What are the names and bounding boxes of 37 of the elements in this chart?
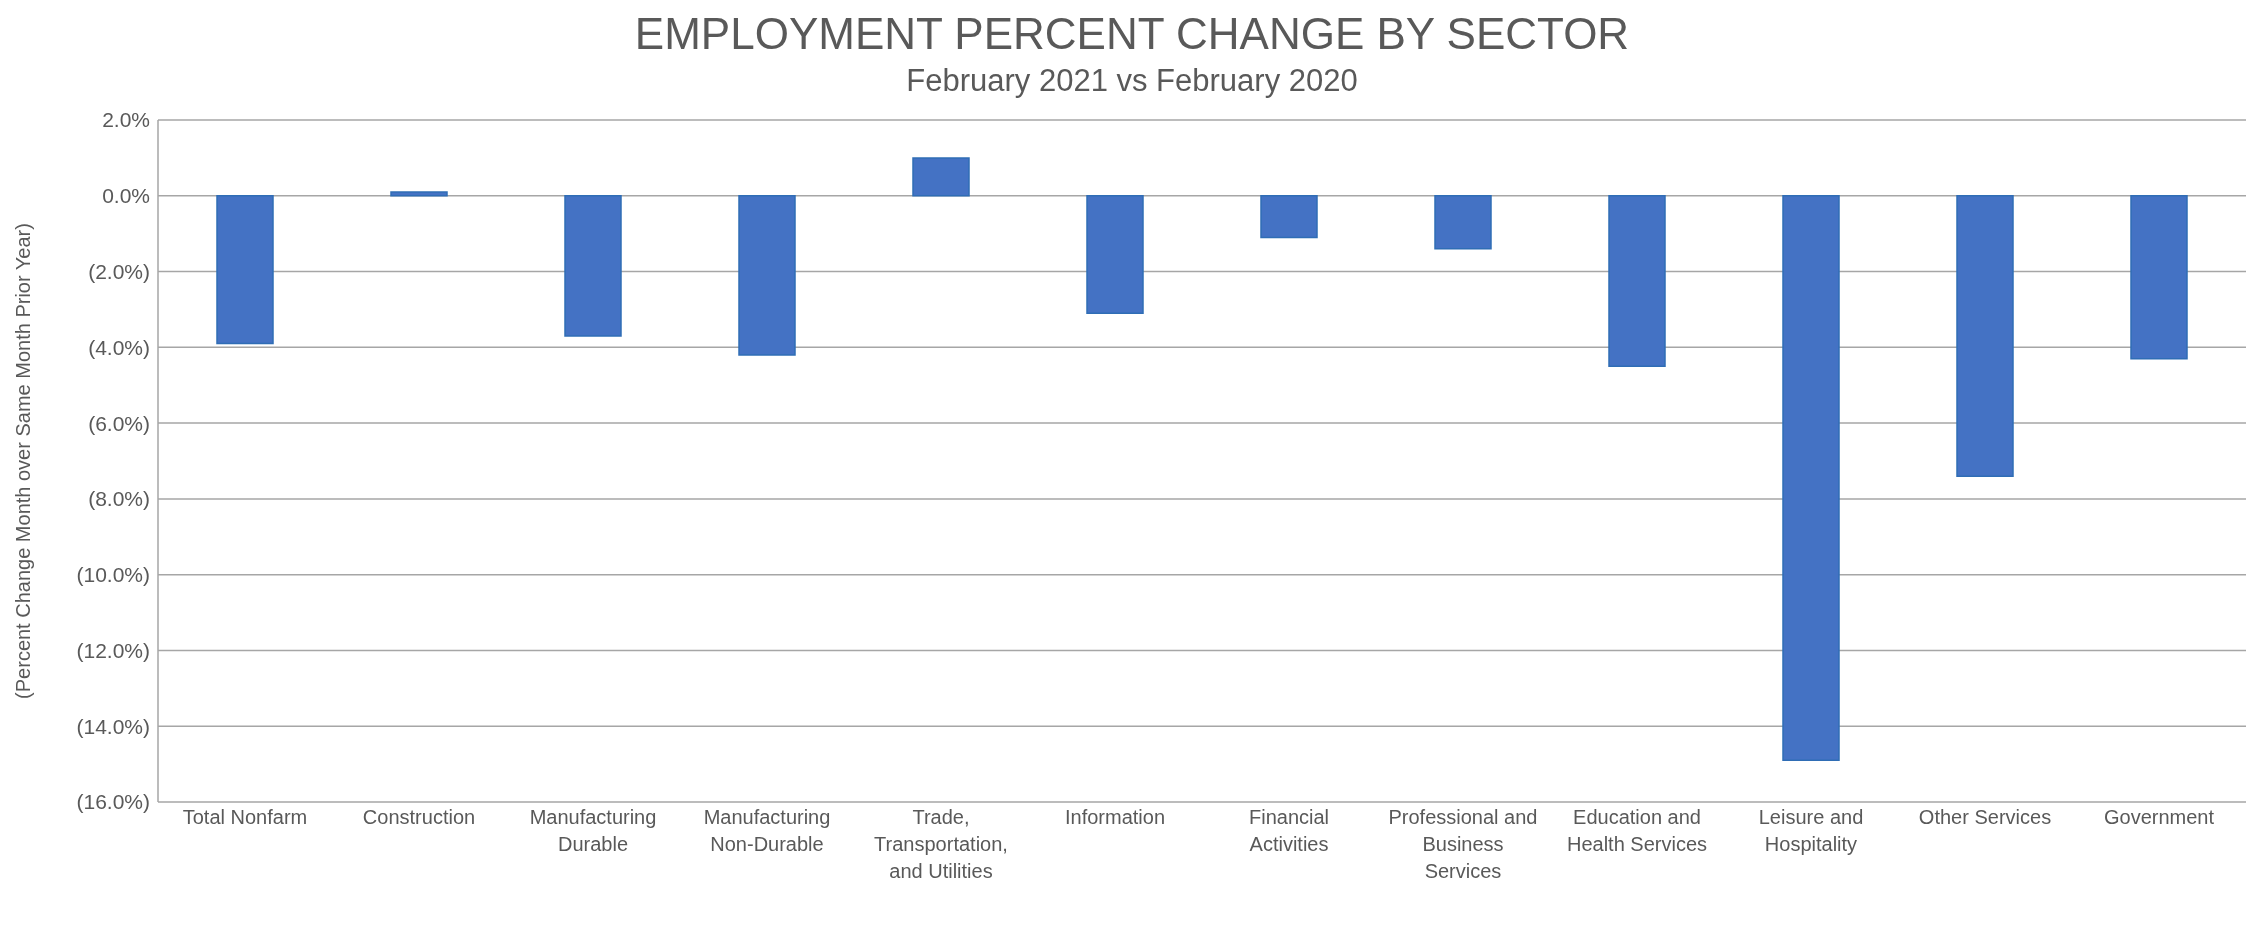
x-tick-label: Other Services: [1918, 806, 2052, 828]
x-tick-label: Financial Activities: [1248, 806, 1330, 855]
bar: [1260, 195, 1318, 239]
x-tick-label: Professional and Business Services: [1388, 806, 1538, 882]
x-tick-label: Total Nonfarm: [182, 806, 308, 828]
y-tick-label: (14.0%): [76, 714, 150, 738]
x-tick-label: Government: [2103, 806, 2215, 828]
y-tick-label: 2.0%: [102, 108, 150, 132]
bar: [1956, 195, 2014, 477]
y-tick-label: (2.0%): [88, 260, 150, 284]
bar: [912, 157, 970, 197]
bar: [738, 195, 796, 356]
y-tick-label: (10.0%): [76, 563, 150, 587]
x-tick-label: Education and Health Services: [1566, 806, 1708, 855]
bar: [564, 195, 622, 337]
x-tick-label: Construction: [362, 806, 476, 828]
chart-subtitle: February 2021 vs February 2020: [905, 62, 1359, 100]
x-tick-label: Information: [1064, 806, 1166, 828]
chart-title: EMPLOYMENT PERCENT CHANGE BY SECTOR: [633, 8, 1631, 60]
bar: [390, 191, 448, 197]
bar: [2130, 195, 2188, 360]
y-axis-title: (Percent Change Month over Same Month Prior Year): [12, 223, 35, 699]
bar: [1608, 195, 1666, 368]
y-tick-label: 0.0%: [102, 184, 150, 208]
bar: [216, 195, 274, 345]
bar: [1086, 195, 1144, 314]
y-tick-label: (8.0%): [88, 487, 150, 511]
y-tick-label: (12.0%): [76, 638, 150, 662]
x-tick-label: Leisure and Hospitality: [1758, 806, 1864, 855]
y-tick-label: (4.0%): [88, 335, 150, 359]
x-tick-label: Trade, Transportation, and Utilities: [874, 806, 1008, 882]
x-tick-label: Manufacturing Non-Durable: [703, 806, 831, 855]
bar: [1782, 195, 1840, 762]
x-tick-label: Manufacturing Durable: [529, 806, 657, 855]
bar: [1434, 195, 1492, 250]
y-tick-label: (6.0%): [88, 411, 150, 435]
y-tick-label: (16.0%): [76, 790, 150, 814]
